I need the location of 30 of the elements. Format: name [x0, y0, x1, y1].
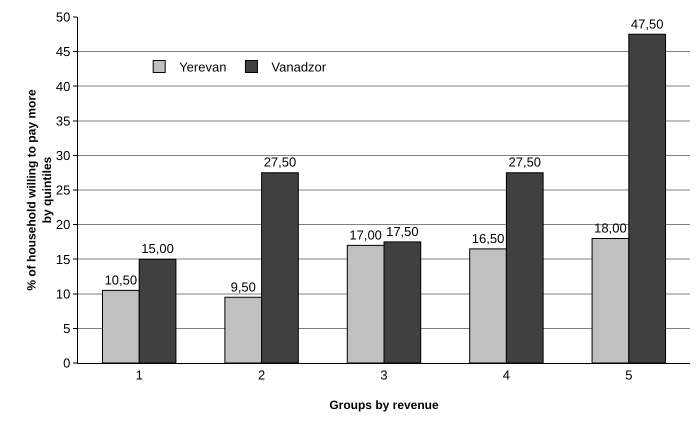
y-tick-label: 20	[56, 217, 70, 232]
data-label: 17,50	[386, 224, 419, 239]
data-label: 47,50	[630, 16, 664, 32]
y-tick-label: 45	[56, 44, 70, 60]
y-tick-label: 15	[56, 252, 70, 267]
y-tick-label: 10	[56, 286, 70, 302]
x-tick-label: 5	[625, 368, 632, 383]
y-axis-title: % of household willing to pay more by quintiles	[24, 89, 54, 291]
data-label: 10,50	[104, 272, 138, 288]
y-tick-label: 50	[56, 10, 70, 25]
y-tick-label: 40	[56, 78, 70, 94]
legend-label: Vanadzor	[271, 60, 327, 75]
data-label: 27,50	[264, 154, 296, 170]
data-label: 17,00	[349, 227, 382, 242]
data-label: 18,00	[594, 220, 627, 236]
data-label: 9,50	[230, 279, 256, 294]
y-tick-label: 35	[56, 113, 70, 128]
x-axis-title: Groups by revenue	[329, 398, 440, 412]
data-label: 16,50	[472, 230, 504, 246]
y-tick-label: 25	[56, 182, 70, 198]
y-tick-label: 0	[63, 356, 70, 371]
y-tick-label: 5	[63, 320, 70, 336]
legend-label: Yerevan	[179, 60, 226, 75]
x-tick-label: 4	[502, 368, 510, 383]
x-tick-label: 1	[136, 368, 143, 383]
data-label: 15,00	[141, 241, 174, 256]
x-tick-label: 2	[258, 368, 266, 383]
y-tick-label: 30	[56, 148, 70, 163]
x-tick-label: 3	[380, 368, 388, 383]
data-label: 27,50	[508, 154, 542, 170]
